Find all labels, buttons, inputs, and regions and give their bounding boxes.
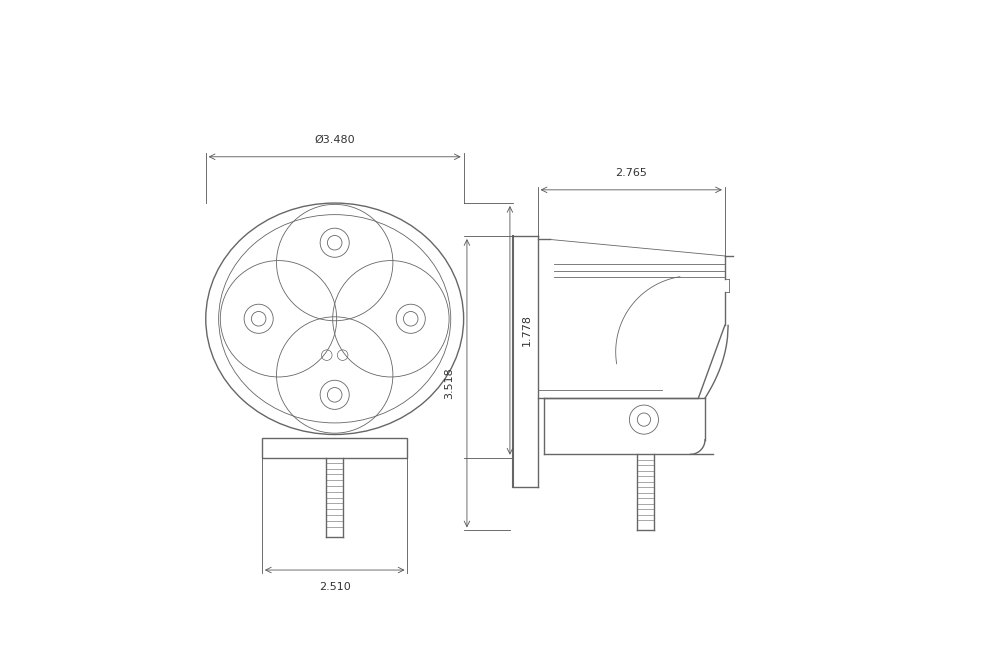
- Text: Ø3.480: Ø3.480: [314, 135, 355, 145]
- Text: 1.778: 1.778: [522, 314, 532, 347]
- Text: 2.765: 2.765: [615, 168, 647, 178]
- Text: 3.518: 3.518: [444, 367, 454, 399]
- Text: 2.510: 2.510: [319, 582, 351, 592]
